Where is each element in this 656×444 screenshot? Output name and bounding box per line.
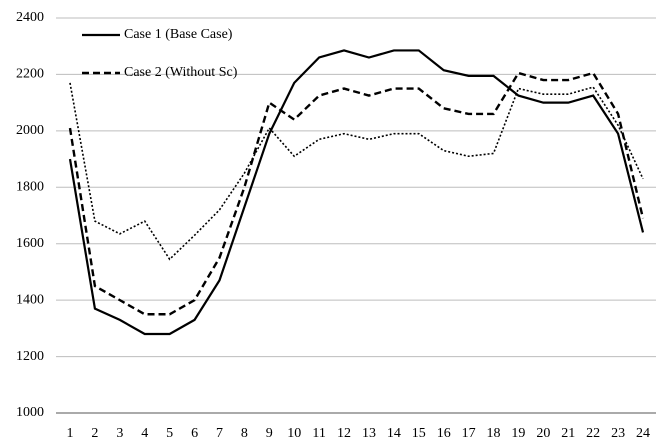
x-tick-label: 9 xyxy=(266,426,273,441)
x-tick-label: 5 xyxy=(166,426,173,441)
x-tick-label: 24 xyxy=(636,426,650,441)
x-tick-label: 7 xyxy=(216,426,223,441)
x-tick-label: 4 xyxy=(141,426,148,441)
y-tick-label: 2400 xyxy=(16,10,44,25)
x-tick-label: 8 xyxy=(241,426,248,441)
legend-item: Case 1 (Base Case) xyxy=(124,27,233,42)
legend-label: Case 1 (Base Case) xyxy=(124,27,233,42)
x-tick-label: 13 xyxy=(362,426,376,441)
x-tick-label: 20 xyxy=(536,426,550,441)
x-tick-label: 2 xyxy=(91,426,98,441)
y-tick-label: 1400 xyxy=(16,292,44,307)
x-tick-label: 6 xyxy=(191,426,198,441)
y-tick-label: 1000 xyxy=(16,405,44,420)
x-tick-label: 16 xyxy=(437,426,451,441)
legend-item: Case 2 (Without Sc) xyxy=(124,65,238,80)
x-tick-label: 1 xyxy=(67,426,74,441)
x-tick-label: 17 xyxy=(462,426,476,441)
x-tick-label: 23 xyxy=(611,426,625,441)
data-line xyxy=(68,71,645,316)
x-tick-label: 14 xyxy=(387,426,401,441)
x-tick-label: 3 xyxy=(116,426,123,441)
x-tick-label: 22 xyxy=(586,426,600,441)
y-tick-label: 1800 xyxy=(16,180,44,195)
x-tick-label: 21 xyxy=(561,426,575,441)
legend-label: Case 2 (Without Sc) xyxy=(124,65,238,80)
y-tick-label: 1200 xyxy=(16,349,44,364)
y-tick-label: 2000 xyxy=(16,123,44,138)
data-line xyxy=(68,49,645,336)
x-tick-label: 18 xyxy=(487,426,501,441)
x-tick-label: 11 xyxy=(312,426,325,441)
data-line xyxy=(69,82,644,261)
x-tick-label: 10 xyxy=(287,426,301,441)
x-tick-label: 15 xyxy=(412,426,426,441)
x-tick-label: 19 xyxy=(511,426,525,441)
y-tick-label: 2200 xyxy=(16,67,44,82)
x-tick-label: 12 xyxy=(337,426,351,441)
y-tick-label: 1600 xyxy=(16,236,44,251)
